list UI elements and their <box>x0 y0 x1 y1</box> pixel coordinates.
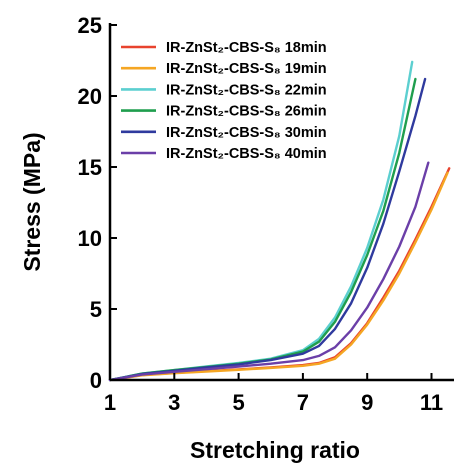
y-tick-label: 5 <box>90 297 102 322</box>
x-tick-label: 3 <box>168 390 180 415</box>
x-tick-label: 1 <box>104 390 116 415</box>
x-tick-label: 7 <box>297 390 309 415</box>
x-tick-label: 9 <box>361 390 373 415</box>
series-line-6 <box>108 161 430 382</box>
y-tick-label: 10 <box>78 226 102 251</box>
x-tick-label: 11 <box>420 390 443 415</box>
y-tick-label: 0 <box>90 368 102 393</box>
legend-label-5: IR-ZnSt₂-CBS-S₈ 30min <box>166 125 327 141</box>
x-axis-title: Stretching ratio <box>190 437 360 463</box>
y-tick-label: 25 <box>78 13 102 38</box>
y-tick-label: 15 <box>78 155 102 180</box>
x-tick-label: 5 <box>232 390 244 415</box>
legend-label-2: IR-ZnSt₂-CBS-S₈ 19min <box>166 61 327 77</box>
legend-label-4: IR-ZnSt₂-CBS-S₈ 26min <box>166 104 327 120</box>
ticks: 1 3 5 7 9 11 0 5 10 15 20 25 <box>78 13 444 415</box>
y-axis-title: Stress (MPa) <box>19 132 45 271</box>
series-line-5 <box>108 77 427 382</box>
plot-lines <box>108 60 451 382</box>
legend-label-6: IR-ZnSt₂-CBS-S₈ 40min <box>166 146 327 162</box>
legend-label-3: IR-ZnSt₂-CBS-S₈ 22min <box>166 82 327 98</box>
legend-label-1: IR-ZnSt₂-CBS-S₈ 18min <box>166 40 327 56</box>
axes <box>108 23 454 382</box>
legend: IR-ZnSt₂-CBS-S₈ 18min IR-ZnSt₂-CBS-S₈ 19m… <box>121 40 327 162</box>
series-line-2 <box>108 171 449 382</box>
y-tick-label: 20 <box>78 84 102 109</box>
